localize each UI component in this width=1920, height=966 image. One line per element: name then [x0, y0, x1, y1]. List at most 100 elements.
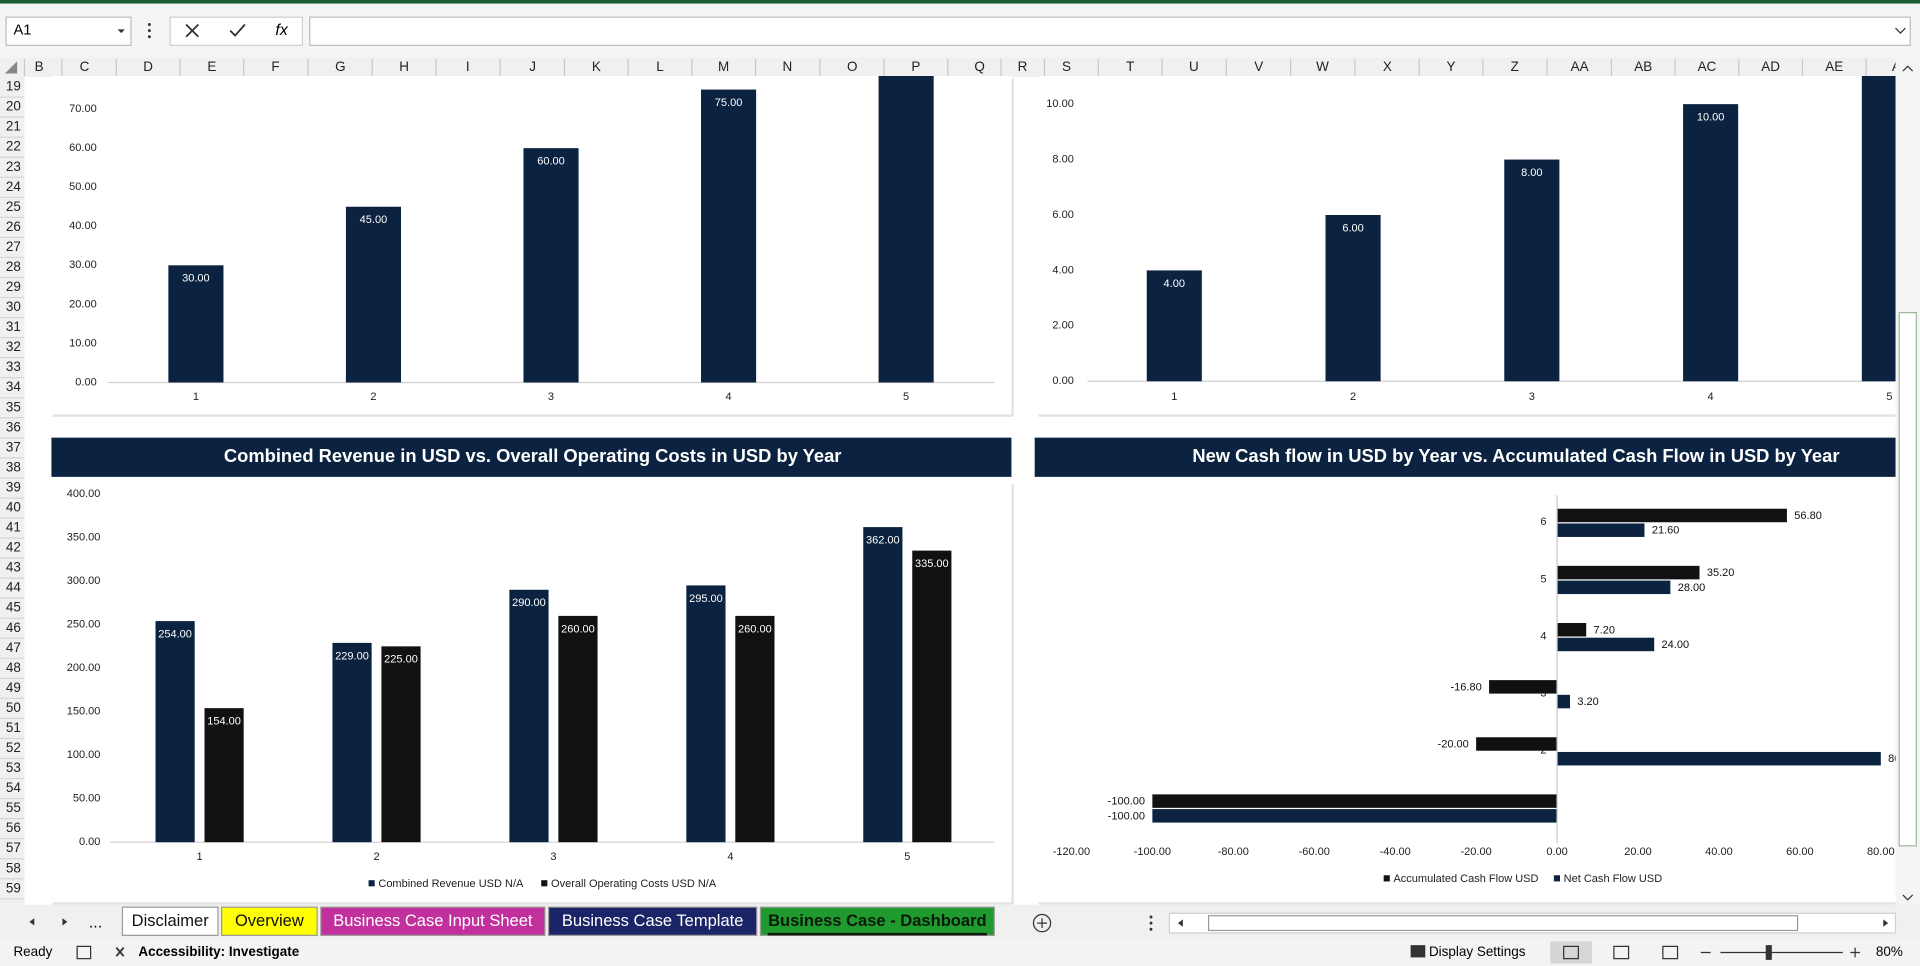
sheet-tab-label[interactable]: Business Case Input Sheet — [333, 911, 533, 930]
normal-view-icon[interactable] — [1563, 945, 1579, 960]
column-header[interactable]: F — [271, 59, 279, 74]
sheet-tab[interactable] — [320, 906, 546, 936]
row-header[interactable]: 48 — [6, 660, 21, 675]
name-box[interactable] — [5, 16, 132, 46]
row-header[interactable]: 35 — [6, 399, 21, 414]
column-header[interactable]: L — [656, 59, 664, 74]
column-header[interactable]: S — [1062, 59, 1071, 74]
column-header[interactable]: Z — [1511, 59, 1519, 74]
column-header[interactable]: O — [847, 59, 857, 74]
column-header[interactable]: U — [1189, 59, 1199, 74]
dots[interactable] — [147, 35, 151, 39]
zoom-thumb[interactable] — [1765, 945, 1772, 960]
row-header[interactable]: 20 — [6, 99, 21, 114]
row-header[interactable]: 32 — [6, 339, 21, 354]
add-sheet-plus[interactable] — [1037, 918, 1047, 928]
column-header[interactable]: T — [1126, 59, 1134, 74]
column-header[interactable]: P — [911, 59, 920, 74]
row-header[interactable]: 41 — [6, 520, 21, 535]
row-header[interactable]: 57 — [6, 840, 21, 855]
sheet-tab-label[interactable]: Business Case Template — [562, 911, 744, 930]
row-header[interactable]: 22 — [6, 139, 21, 154]
zoom-level[interactable]: 80% — [1876, 944, 1903, 959]
column-header[interactable]: Q — [974, 59, 984, 74]
dots[interactable] — [147, 23, 151, 26]
sheet-tab[interactable] — [221, 906, 318, 936]
column-header[interactable]: AB — [1634, 59, 1652, 74]
column-header[interactable]: M — [718, 59, 729, 74]
name-box-arrow[interactable] — [117, 29, 125, 34]
row-header[interactable]: 29 — [6, 279, 21, 294]
row-header[interactable]: 42 — [6, 540, 21, 555]
row-header[interactable]: 50 — [6, 700, 21, 715]
column-header[interactable]: AF — [1892, 59, 1909, 74]
row-header[interactable]: 55 — [6, 800, 21, 815]
row-header[interactable]: 47 — [6, 640, 21, 655]
column-header[interactable]: G — [335, 59, 345, 74]
row-header[interactable]: 33 — [6, 359, 21, 374]
row-header[interactable]: 59 — [6, 880, 21, 895]
column-header[interactable]: AC — [1698, 59, 1717, 74]
column-header[interactable]: R — [1018, 59, 1028, 74]
normal-view[interactable] — [1550, 941, 1592, 964]
row-header[interactable]: 40 — [6, 500, 21, 515]
row-header[interactable]: 31 — [6, 319, 21, 334]
select-all[interactable] — [4, 61, 18, 74]
row-header[interactable]: 56 — [6, 820, 21, 835]
column-header[interactable]: J — [529, 59, 536, 74]
row-header[interactable]: 58 — [6, 860, 21, 875]
column-header[interactable]: W — [1316, 59, 1329, 74]
tab-overflow[interactable]: ... — [89, 914, 102, 931]
row-header[interactable]: 30 — [6, 299, 21, 314]
row-header[interactable]: 39 — [6, 479, 21, 494]
column-header[interactable]: K — [592, 59, 601, 74]
sheet-tab-label[interactable]: Business Case - Dashboard — [768, 911, 987, 930]
accessibility-icon[interactable] — [115, 947, 125, 957]
formula-expand[interactable] — [1895, 27, 1906, 34]
display-icon[interactable] — [1410, 945, 1426, 958]
add-sheet[interactable] — [1032, 913, 1052, 933]
horizontal-thumb[interactable] — [1207, 915, 1799, 932]
function-button[interactable]: fx — [275, 22, 288, 39]
row-header[interactable]: 26 — [6, 219, 21, 234]
row-header[interactable]: 27 — [6, 239, 21, 254]
column-header[interactable]: I — [466, 59, 470, 74]
vertical-thumb[interactable] — [1898, 311, 1917, 847]
column-header[interactable]: V — [1254, 59, 1263, 74]
accessibility-status[interactable]: Accessibility: Investigate — [138, 944, 299, 959]
sheet-tab[interactable] — [121, 906, 219, 936]
column-header[interactable]: D — [143, 59, 153, 74]
row-header[interactable]: 54 — [6, 780, 21, 795]
row-header[interactable]: 21 — [6, 119, 21, 134]
sheet-tab-label[interactable]: Disclaimer — [132, 911, 210, 930]
row-header[interactable]: 34 — [6, 379, 21, 394]
column-header[interactable]: X — [1383, 59, 1392, 74]
row-header[interactable]: 19 — [6, 79, 21, 94]
scroll-arrows[interactable] — [1902, 65, 1914, 901]
page-layout-icon[interactable] — [1613, 945, 1630, 960]
row-header[interactable]: 23 — [6, 159, 21, 174]
row-header[interactable]: 43 — [6, 560, 21, 575]
row-header[interactable]: 49 — [6, 680, 21, 695]
row-header[interactable]: 24 — [6, 179, 21, 194]
row-header[interactable]: 28 — [6, 259, 21, 274]
row-header[interactable]: 45 — [6, 600, 21, 615]
column-header[interactable]: H — [399, 59, 409, 74]
column-header[interactable]: B — [35, 59, 44, 74]
page-break-icon[interactable] — [1662, 945, 1679, 960]
row-header[interactable]: 53 — [6, 760, 21, 775]
column-header[interactable]: N — [782, 59, 792, 74]
row-header[interactable]: 51 — [6, 720, 21, 735]
sheet-tab-label[interactable]: Overview — [235, 911, 304, 930]
column-header[interactable]: E — [207, 59, 216, 74]
formula-input[interactable] — [309, 16, 1911, 46]
row-header[interactable]: 44 — [6, 580, 21, 595]
cancel-button[interactable] — [185, 23, 200, 38]
row-header[interactable]: 25 — [6, 199, 21, 214]
sheet-tab[interactable] — [759, 906, 995, 936]
sheet-tab[interactable] — [547, 906, 758, 936]
column-header[interactable]: AA — [1571, 59, 1589, 74]
column-header[interactable]: AE — [1825, 59, 1843, 74]
dots[interactable] — [147, 29, 151, 33]
macro-icon[interactable] — [76, 945, 92, 960]
